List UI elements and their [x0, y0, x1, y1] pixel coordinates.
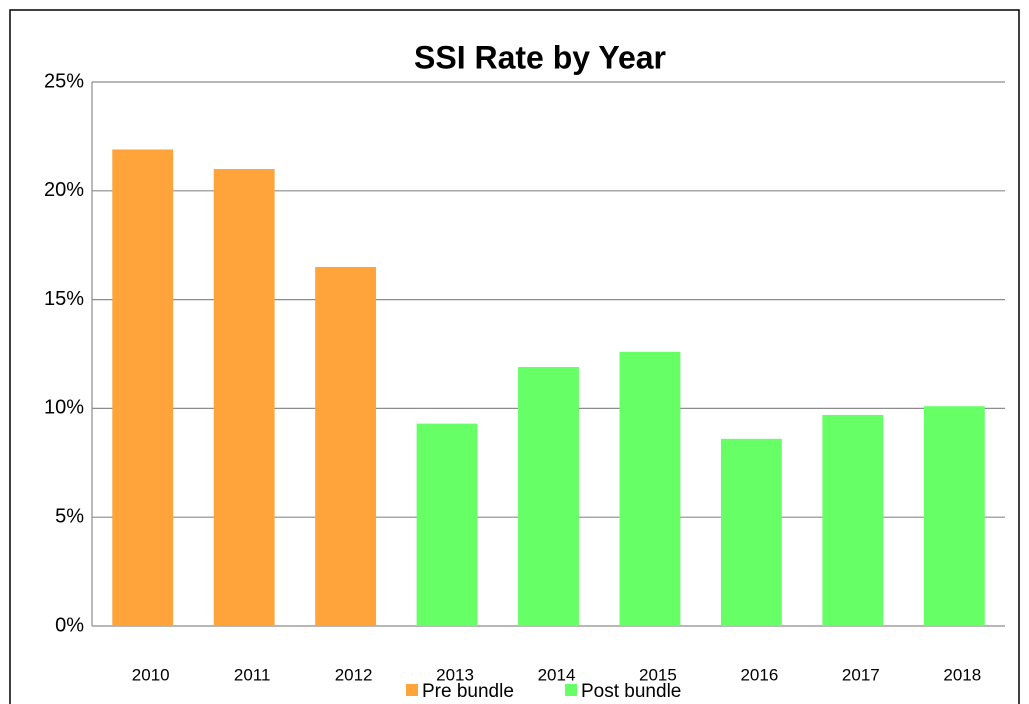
legend-label: Pre bundle — [422, 681, 514, 702]
bar — [213, 169, 275, 627]
x-tick-label: 2018 — [943, 665, 981, 684]
bar — [315, 266, 377, 626]
x-tick-label: 2014 — [538, 665, 576, 684]
bar — [619, 351, 681, 626]
y-tick-label: 10% — [44, 397, 84, 419]
bar — [416, 423, 478, 626]
x-tick-label: 2016 — [740, 665, 778, 684]
x-tick-label: 2010 — [132, 665, 170, 684]
bar — [923, 406, 985, 626]
legend-swatch — [406, 684, 418, 696]
chart-border — [9, 9, 1020, 704]
y-tick-label: 0% — [55, 614, 84, 636]
x-tick-label: 2013 — [436, 665, 474, 684]
bar — [518, 367, 579, 626]
bar — [822, 414, 884, 626]
legend-label: Post bundle — [581, 681, 681, 702]
y-tick-label: 15% — [44, 288, 84, 310]
y-tick-label: 25% — [44, 70, 84, 92]
x-tick-label: 2011 — [234, 665, 271, 684]
x-tick-label: 2012 — [335, 665, 373, 684]
y-tick-label: 20% — [44, 179, 84, 201]
y-tick-label: 5% — [55, 505, 84, 527]
bar — [112, 149, 174, 626]
legend-swatch — [565, 684, 577, 696]
chart-title: SSI Rate by Year — [414, 39, 666, 75]
x-tick-label: 2015 — [639, 665, 677, 684]
x-tick-label: 2017 — [842, 665, 880, 684]
bar — [720, 438, 782, 626]
